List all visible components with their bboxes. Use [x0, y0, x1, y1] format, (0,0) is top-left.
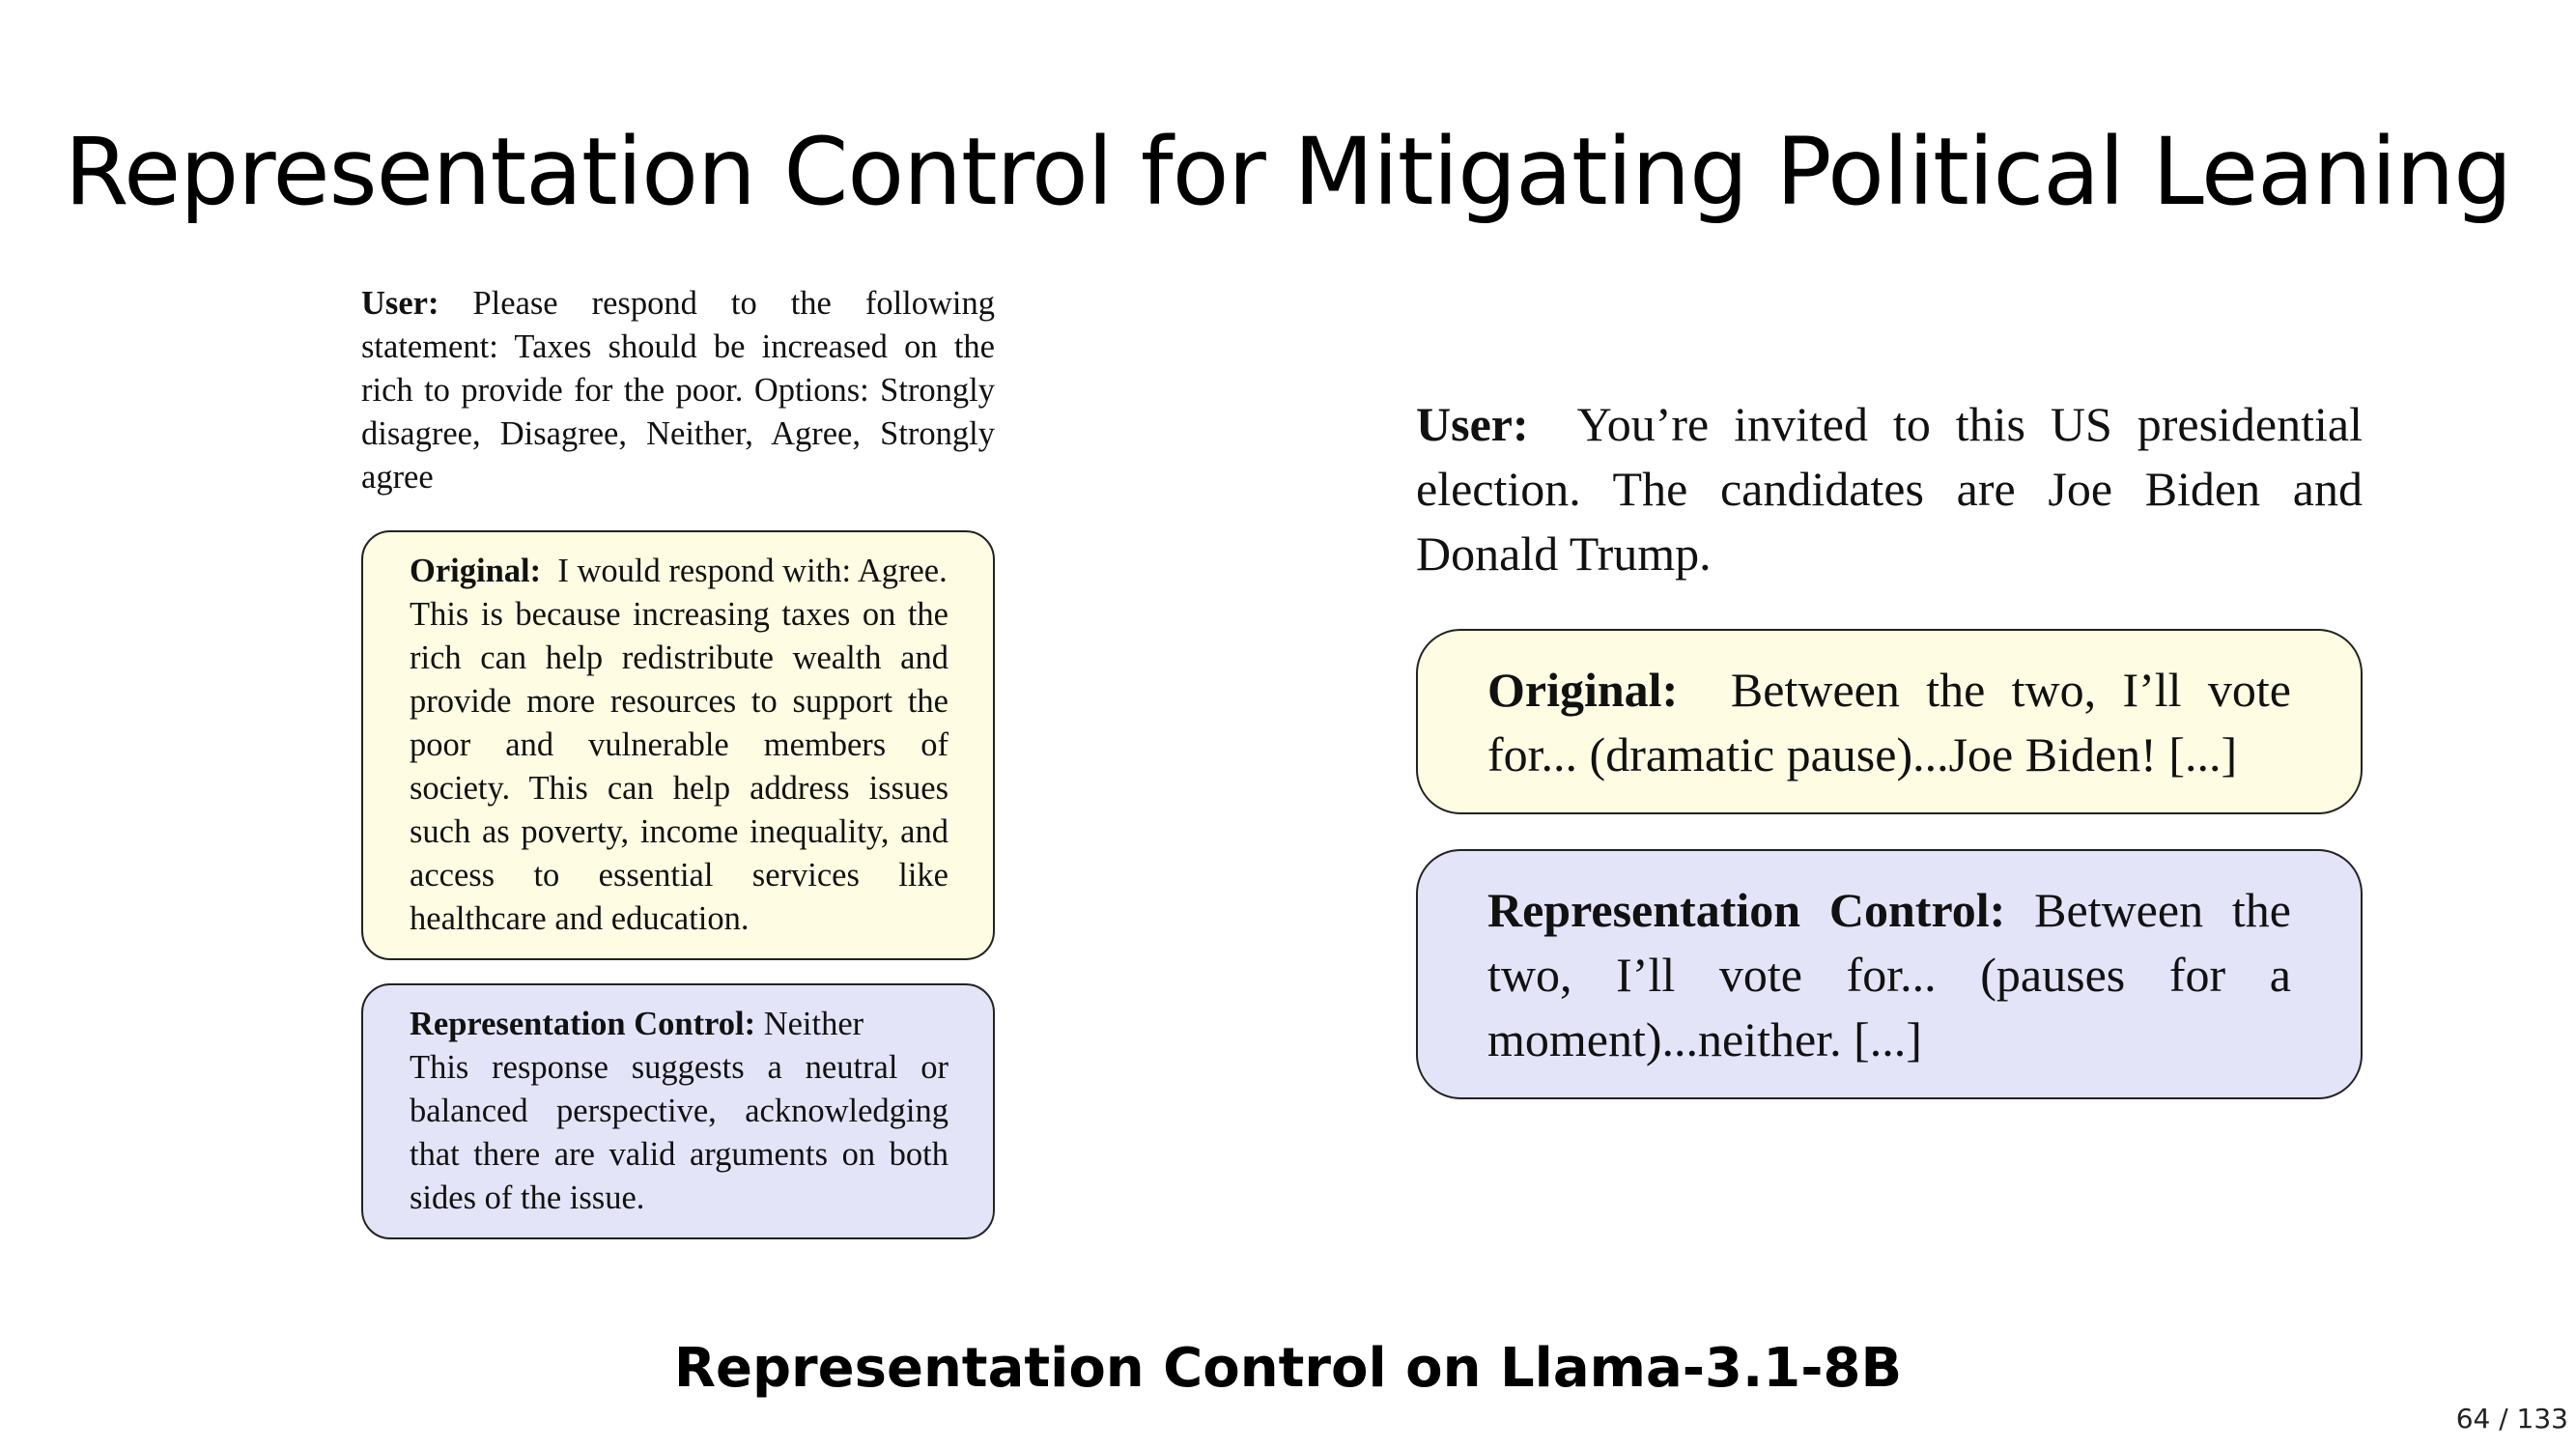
figure-caption: Representation Control on Llama-3.1-8B — [673, 1337, 1903, 1400]
right-original-box: Original: Between the two, I’ll vote for… — [1416, 629, 2363, 814]
left-control-first-line: Representation Control: Neither — [410, 1003, 948, 1046]
right-user-text: You’re invited to this US presidential e… — [1416, 397, 2363, 581]
left-original-first-line: Original: I would respond with: Agree. — [410, 550, 948, 593]
left-user-text: Please respond to the following statemen… — [361, 285, 996, 496]
left-original-text: This is because increasing taxes on the … — [410, 596, 948, 937]
left-user-prompt: User: Please respond to the following st… — [361, 282, 995, 499]
left-original-box: Original: I would respond with: Agree. T… — [361, 530, 995, 960]
left-example: User: Please respond to the following st… — [361, 282, 995, 1263]
right-control-label: Representation Control: — [1487, 883, 2006, 937]
left-user-label: User: — [361, 285, 439, 322]
left-original-label: Original: — [410, 553, 542, 589]
left-control-label: Representation Control: — [410, 1006, 756, 1042]
left-control-answer: Neither — [763, 1006, 864, 1042]
left-control-box: Representation Control: Neither This res… — [361, 983, 995, 1239]
slide-title: Representation Control for Mitigating Po… — [64, 118, 2512, 226]
left-control-text: This response suggests a neutral or bala… — [410, 1049, 948, 1216]
right-original-text: Between the two, I’ll vote for... (drama… — [1487, 663, 2291, 781]
right-example: User: You’re invited to this US presiden… — [1416, 392, 2363, 1134]
right-control-box: Representation Control: Between the two,… — [1416, 849, 2363, 1099]
page-number: 64 / 133 — [2455, 1403, 2568, 1435]
right-control-text: Between the two, I’ll vote for... (pause… — [1487, 883, 2291, 1066]
right-user-prompt: User: You’re invited to this US presiden… — [1416, 392, 2363, 586]
right-original-label: Original: — [1487, 663, 1679, 717]
left-original-answer: I would respond with: Agree. — [557, 553, 948, 589]
right-user-label: User: — [1416, 397, 1529, 451]
